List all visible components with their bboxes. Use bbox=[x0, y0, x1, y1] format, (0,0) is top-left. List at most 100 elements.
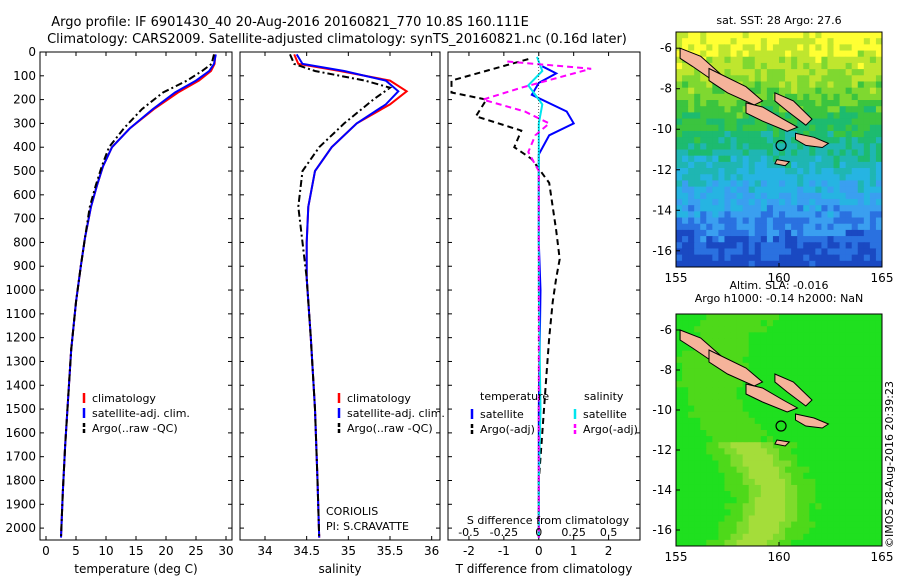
y-tick-label: 1800 bbox=[5, 473, 36, 487]
sst-map-panel: 155 160 165 -6 -8 -10 -12 -14 -16 sat. SST: 28 Ar… bbox=[652, 14, 893, 285]
y-tick-label: -10 bbox=[652, 403, 672, 417]
y-tick-label: 1700 bbox=[5, 450, 36, 464]
legend-label: Argo(-adj) bbox=[480, 423, 535, 436]
map-title: Altim. SLA: -0.016 bbox=[729, 279, 828, 292]
y-tick-label: 700 bbox=[13, 212, 36, 226]
y-tick-label: 0 bbox=[28, 45, 36, 59]
y-tick-label: 1300 bbox=[5, 354, 36, 368]
sla-map-panel: 155 160 165 -6 -8 -10 -12 -14 -16 Argo h1000: -0.… bbox=[652, 279, 893, 564]
y-tick-label: 1000 bbox=[5, 283, 36, 297]
s-tick-label: -0.25 bbox=[490, 526, 518, 539]
x-tick-label: 30 bbox=[218, 544, 233, 558]
x-axis-label: T difference from climatology bbox=[455, 562, 633, 576]
y-tick-label: 400 bbox=[13, 140, 36, 154]
y-tick-label: 1400 bbox=[5, 378, 36, 392]
island bbox=[774, 159, 791, 167]
legend-head-salinity: salinity bbox=[584, 390, 624, 403]
x-tick-label: 20 bbox=[158, 544, 173, 558]
legend-label: Argo(..raw -QC) bbox=[92, 422, 178, 435]
s-tick-label: 0.25 bbox=[561, 526, 586, 539]
series-line-argo-raw-qc- bbox=[60, 54, 215, 538]
title-line-1: Argo profile: IF 6901430_40 20-Aug-2016 … bbox=[51, 15, 529, 30]
legend-label: satellite-adj. clim. bbox=[92, 407, 190, 420]
legend-label: satellite-adj. clim. bbox=[347, 407, 445, 420]
x-tick-label: 34 bbox=[257, 544, 272, 558]
y-tick-label: -6 bbox=[660, 323, 672, 337]
s-tick-label: 0.5 bbox=[600, 526, 618, 539]
x-tick-label: -2 bbox=[463, 544, 475, 558]
y-tick-label: 1200 bbox=[5, 331, 36, 345]
s-axis-label: S difference from climatology bbox=[467, 514, 630, 527]
y-tick-label: 900 bbox=[13, 259, 36, 273]
legend-label: Argo(..raw -QC) bbox=[347, 422, 433, 435]
y-tick-label: 1900 bbox=[5, 497, 36, 511]
legend-label: Argo(-adj) bbox=[583, 423, 638, 436]
legend-label: satellite bbox=[480, 408, 524, 421]
x-tick-label: -1 bbox=[498, 544, 510, 558]
argo-position-marker bbox=[775, 139, 787, 152]
series-line-satellite-adj-clim- bbox=[295, 53, 400, 538]
x-tick-label: 155 bbox=[665, 271, 688, 285]
island bbox=[795, 413, 830, 429]
series-line-s-satellite bbox=[526, 56, 544, 538]
islands bbox=[679, 47, 830, 167]
y-tick-label: -14 bbox=[652, 483, 672, 497]
legend-label: satellite bbox=[583, 408, 627, 421]
x-tick-label: 10 bbox=[98, 544, 113, 558]
map-title: sat. SST: 28 Argo: 27.6 bbox=[716, 14, 841, 27]
x-tick-label: 160 bbox=[768, 271, 791, 285]
x-axis-label: salinity bbox=[318, 562, 361, 576]
island bbox=[795, 132, 830, 149]
y-tick-label: 1100 bbox=[5, 307, 36, 321]
island bbox=[745, 383, 799, 413]
temperature-panel: 0 5 10 15 20 25 30 temperature (deg C) 0 100 200 30… bbox=[5, 45, 233, 576]
y-tick-label: -6 bbox=[660, 41, 672, 55]
legend-label: climatology bbox=[347, 392, 411, 405]
x-tick-label: 34.5 bbox=[293, 544, 320, 558]
x-tick-label: 36 bbox=[424, 544, 439, 558]
x-tick-label: 5 bbox=[72, 544, 80, 558]
y-tick-label: 800 bbox=[13, 235, 36, 249]
y-tick-label: -12 bbox=[652, 443, 672, 457]
y-tick-label: 600 bbox=[13, 188, 36, 202]
x-tick-label: 15 bbox=[128, 544, 143, 558]
island bbox=[774, 92, 813, 126]
y-tick-label: -12 bbox=[652, 163, 672, 177]
y-tick-label: 1600 bbox=[5, 426, 36, 440]
salinity-panel: 34 34.5 35 35.5 36 salinity climatology satelli… bbox=[239, 51, 445, 576]
x-axis-label: temperature (deg C) bbox=[74, 562, 197, 576]
island bbox=[774, 439, 791, 447]
x-tick-label: 1 bbox=[570, 544, 578, 558]
legend-label: climatology bbox=[92, 392, 156, 405]
islands bbox=[679, 329, 830, 447]
y-tick-label: -16 bbox=[652, 523, 672, 537]
x-tick-label: 2 bbox=[605, 544, 613, 558]
plot-frame bbox=[39, 51, 233, 541]
y-tick-label: -8 bbox=[660, 82, 672, 96]
annotation-coriolis: CORIOLIS bbox=[326, 505, 378, 518]
y-tick-label: -14 bbox=[652, 203, 672, 217]
x-tick-label: 160 bbox=[768, 550, 791, 564]
plot-frame bbox=[239, 51, 441, 541]
y-tick-label: 300 bbox=[13, 116, 36, 130]
x-tick-label: 35 bbox=[341, 544, 356, 558]
series-line-satellite-adj-clim- bbox=[60, 54, 217, 538]
y-tick-label: -8 bbox=[660, 363, 672, 377]
argo-position-marker bbox=[775, 420, 787, 432]
y-tick-label: -10 bbox=[652, 122, 672, 136]
annotation-pi: PI: S.CRAVATTE bbox=[326, 520, 409, 533]
difference-panel: -2 -1 0 1 2 T difference from climatology -0.5… bbox=[447, 51, 641, 576]
y-tick-label: 100 bbox=[13, 69, 36, 83]
x-tick-label: 0 bbox=[42, 544, 50, 558]
title-line-2: Climatology: CARS2009. Satellite-adjuste… bbox=[47, 32, 627, 47]
y-tick-label: 200 bbox=[13, 93, 36, 107]
x-tick-label: 165 bbox=[871, 550, 894, 564]
s-tick-label: 0 bbox=[535, 526, 542, 539]
x-tick-label: 25 bbox=[188, 544, 203, 558]
y-tick-label: 500 bbox=[13, 164, 36, 178]
x-tick-label: 155 bbox=[665, 550, 688, 564]
y-tick-label: 1500 bbox=[5, 402, 36, 416]
map-raster bbox=[676, 32, 883, 268]
series-line-argo-raw-qc- bbox=[289, 53, 393, 538]
